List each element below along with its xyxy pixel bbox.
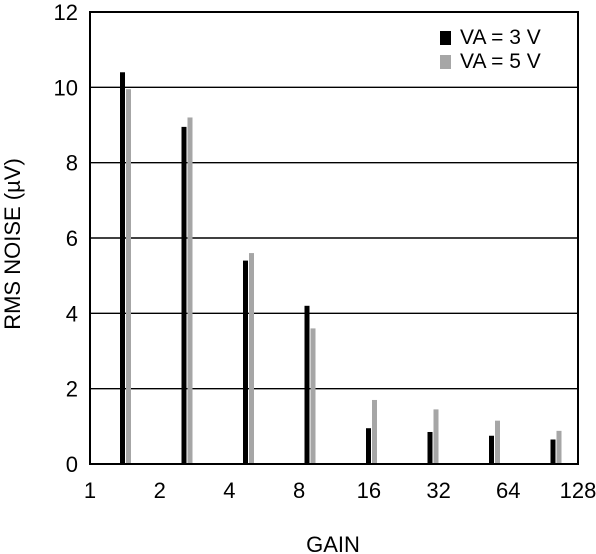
bar-va-5v <box>495 420 500 464</box>
y-tick-labels: 0 2 4 6 8 10 12 <box>54 0 78 477</box>
bar-va-5v <box>187 117 193 464</box>
x-tick-label: 2 <box>154 478 166 503</box>
x-tick-label: 16 <box>357 478 381 503</box>
x-tick-label: 64 <box>496 478 520 503</box>
legend-label: VA = 5 V <box>460 50 541 73</box>
legend-swatch <box>440 31 451 45</box>
bar-va-3v <box>489 435 494 464</box>
bar-va-5v <box>372 399 377 464</box>
legend-background <box>430 22 570 74</box>
x-tick-label: 8 <box>293 478 305 503</box>
bar-va-3v <box>181 126 187 464</box>
legend-swatch <box>440 55 451 69</box>
x-tick-label: 128 <box>560 478 596 503</box>
bar-va-3v <box>304 305 310 464</box>
y-tick-label: 0 <box>66 452 78 477</box>
y-tick-label: 8 <box>66 151 78 176</box>
bar-va-3v <box>427 431 433 464</box>
y-tick-label: 10 <box>54 75 78 100</box>
y-tick-label: 12 <box>54 0 78 25</box>
bar-va-3v <box>366 428 371 464</box>
x-axis-label: GAIN <box>306 532 360 554</box>
x-tick-label: 1 <box>84 478 96 503</box>
x-tick-label: 32 <box>426 478 450 503</box>
bar-va-5v <box>556 430 562 464</box>
bar-va-5v <box>310 328 316 464</box>
grid-lines <box>90 86 578 390</box>
x-tick-label: 4 <box>223 478 235 503</box>
bars <box>120 72 562 465</box>
plot-frame <box>89 11 579 465</box>
bar-va-3v <box>243 260 248 464</box>
y-axis-label: RMS NOISE (µV) <box>0 158 25 330</box>
bar-va-5v <box>433 409 439 464</box>
x-tick-labels: 1 2 4 8 16 32 64 128 <box>84 478 596 503</box>
bar-va-3v <box>550 439 556 464</box>
legend-label: VA = 3 V <box>460 26 541 49</box>
y-tick-label: 6 <box>66 226 78 251</box>
legend: VA = 3 VVA = 5 V <box>440 26 541 73</box>
bar-va-5v <box>126 89 131 464</box>
y-tick-label: 2 <box>66 377 78 402</box>
y-tick-label: 4 <box>66 301 78 326</box>
bar-va-3v <box>120 72 125 465</box>
bar-va-5v <box>249 253 254 464</box>
